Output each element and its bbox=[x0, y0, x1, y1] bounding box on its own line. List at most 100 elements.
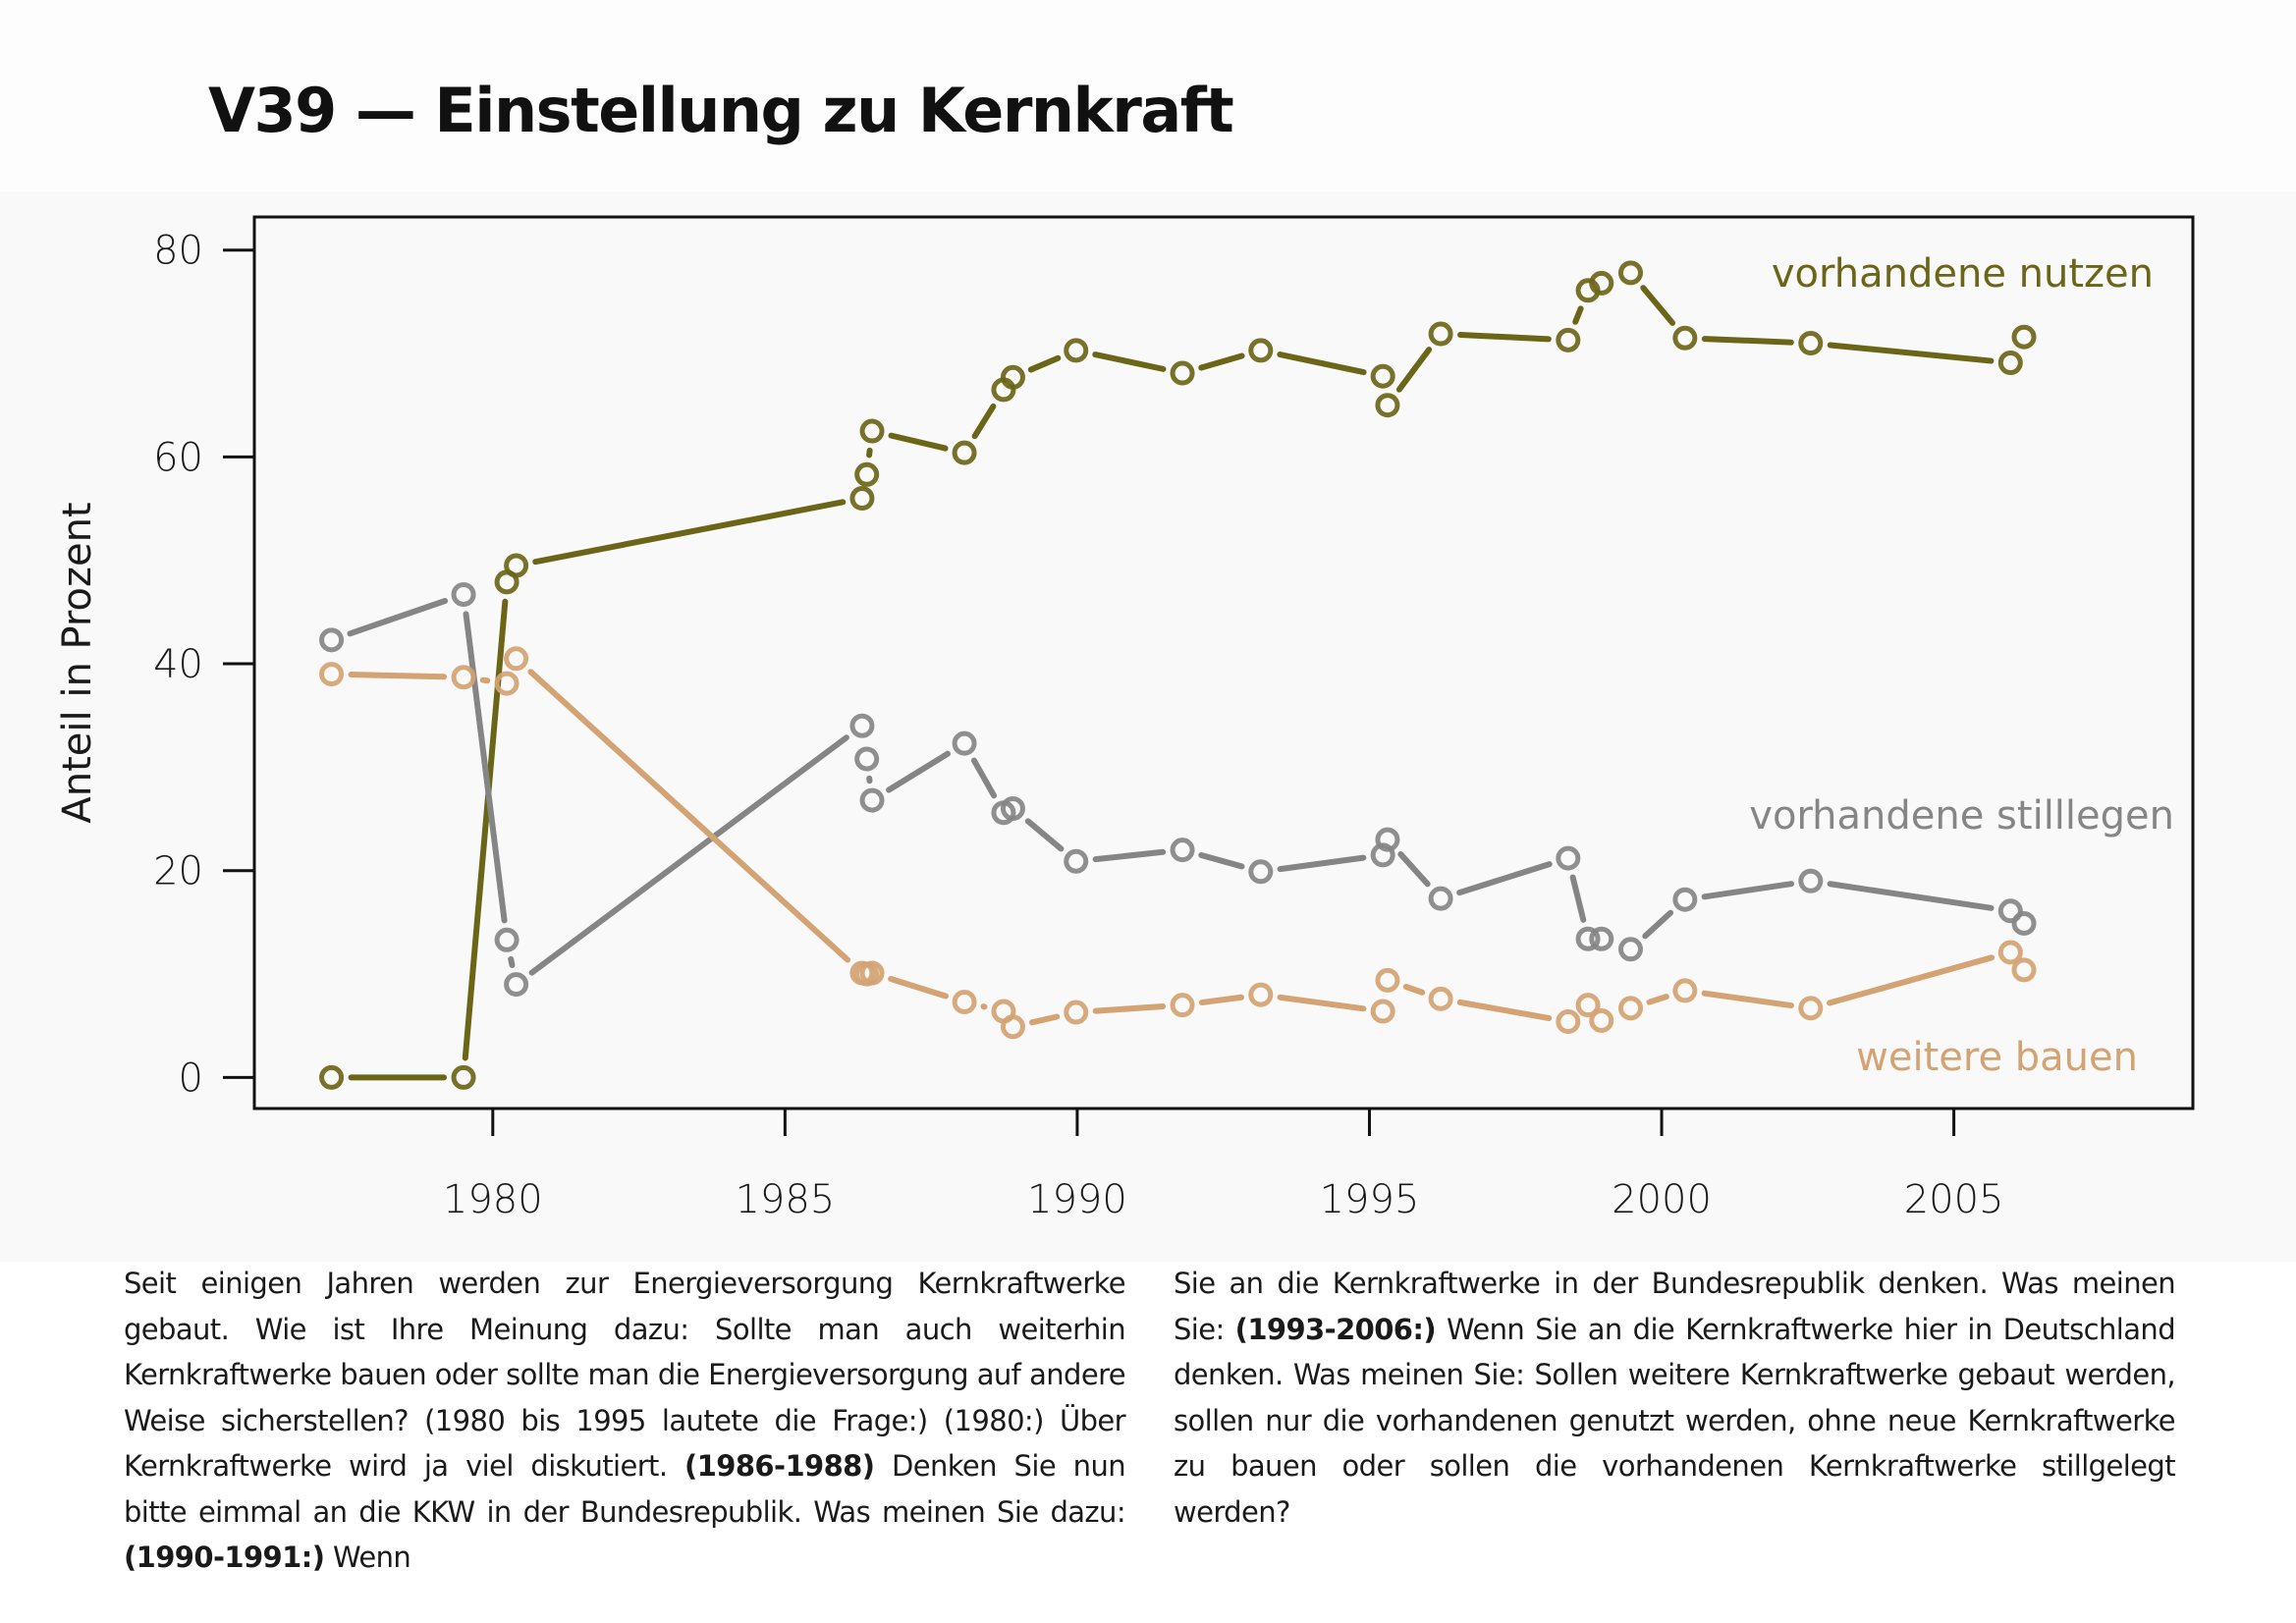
y-tick-label: 20 bbox=[153, 849, 203, 894]
series-segment bbox=[1277, 854, 1367, 873]
data-point bbox=[1556, 845, 1581, 871]
series-segment bbox=[1027, 354, 1062, 373]
series-segment bbox=[1092, 352, 1167, 372]
legend-label-vorhandene-stilllegen: vorhandene stilllegen bbox=[1749, 793, 2174, 839]
data-point bbox=[1997, 351, 2023, 376]
data-point bbox=[1589, 926, 1614, 951]
data-point bbox=[494, 927, 519, 952]
data-point bbox=[854, 746, 880, 772]
data-point bbox=[1798, 868, 1824, 893]
series-segment bbox=[886, 750, 952, 793]
series-segment bbox=[1198, 852, 1245, 870]
data-point bbox=[1672, 978, 1698, 1003]
year-range-label: (1993-2006:) bbox=[1234, 1312, 1437, 1346]
data-point bbox=[1170, 993, 1195, 1018]
data-point bbox=[1798, 996, 1824, 1021]
data-point bbox=[1617, 260, 1643, 286]
data-point bbox=[1375, 827, 1400, 852]
series-segment bbox=[1024, 818, 1065, 852]
y-tick-label: 0 bbox=[179, 1055, 203, 1101]
data-point bbox=[1370, 363, 1395, 389]
data-point bbox=[1617, 996, 1643, 1021]
series-segment bbox=[888, 432, 949, 452]
data-point bbox=[1064, 848, 1089, 874]
data-point bbox=[1672, 887, 1698, 912]
series-segment bbox=[1646, 994, 1669, 1005]
data-point bbox=[849, 713, 875, 738]
chart-band bbox=[0, 191, 2296, 1262]
series-segment bbox=[508, 955, 516, 969]
series-segment bbox=[1457, 332, 1552, 343]
series-segment bbox=[1827, 342, 1995, 364]
year-range-label: (1990-1991:) bbox=[124, 1541, 325, 1574]
data-point bbox=[1375, 393, 1400, 418]
series-segment bbox=[1827, 881, 1995, 911]
data-point bbox=[1617, 937, 1643, 962]
data-point bbox=[1575, 926, 1601, 951]
data-point bbox=[1428, 986, 1453, 1011]
data-point bbox=[2011, 910, 2037, 936]
x-tick-label: 1995 bbox=[1320, 1177, 1420, 1222]
question-text-fragment: Denken Sie nun bitte eimmal an die KKW i… bbox=[124, 1449, 1126, 1529]
series-segment bbox=[1701, 881, 1795, 900]
header-band bbox=[0, 0, 2296, 191]
data-point bbox=[1556, 1009, 1581, 1035]
data-point bbox=[1997, 940, 2023, 965]
year-range-label: (1986-1988) bbox=[684, 1449, 875, 1483]
legend-label-vorhandene-nutzen: vorhandene nutzen bbox=[1772, 251, 2154, 297]
data-point bbox=[1248, 859, 1274, 885]
series-segment bbox=[532, 499, 847, 566]
series-segment bbox=[528, 734, 849, 976]
series-weitere-bauen bbox=[319, 646, 2037, 1040]
data-point bbox=[1575, 993, 1601, 1018]
data-point bbox=[1428, 321, 1453, 347]
y-tick-label: 80 bbox=[153, 229, 203, 274]
data-point bbox=[319, 1064, 345, 1090]
series-segment bbox=[970, 757, 998, 799]
data-point bbox=[859, 960, 885, 986]
data-point bbox=[451, 1064, 476, 1090]
data-point bbox=[1248, 338, 1274, 363]
data-point bbox=[1375, 967, 1400, 993]
data-point bbox=[1997, 898, 2023, 924]
series-segment bbox=[1092, 848, 1167, 863]
series-segment bbox=[1397, 850, 1431, 888]
question-text-left: Seit einigen Jahren werden zur Energieve… bbox=[124, 1261, 1126, 1581]
axes: 0 20 40 60 80 1980 1985 1990 1995 2000 2005 Anteil … bbox=[55, 215, 2195, 1222]
series-segment bbox=[1395, 347, 1433, 393]
series-segment bbox=[1701, 990, 1794, 1009]
data-point bbox=[952, 440, 977, 465]
series-segment bbox=[347, 597, 449, 637]
data-point bbox=[854, 461, 880, 487]
y-tick-label: 40 bbox=[153, 642, 203, 687]
series-segment bbox=[1456, 999, 1553, 1022]
series-segment bbox=[479, 676, 491, 684]
series-segment bbox=[1827, 954, 1995, 1006]
legend-label-weitere-bauen: weitere bauen bbox=[1856, 1035, 2138, 1080]
data-point bbox=[1370, 999, 1395, 1024]
data-point bbox=[849, 486, 875, 512]
data-point bbox=[859, 787, 885, 813]
series-segment bbox=[1640, 285, 1676, 326]
data-point bbox=[1064, 338, 1089, 363]
series-segment bbox=[1198, 994, 1244, 1006]
x-tick-label: 2005 bbox=[1904, 1177, 2004, 1222]
data-point bbox=[1170, 360, 1195, 386]
data-point bbox=[2011, 957, 2037, 983]
data-point bbox=[1000, 796, 1025, 822]
data-point bbox=[1064, 1000, 1089, 1025]
x-tick-label: 1990 bbox=[1027, 1177, 1127, 1222]
y-tick-label: 60 bbox=[153, 435, 203, 480]
data-point bbox=[952, 990, 977, 1015]
data-point bbox=[451, 665, 476, 690]
data-point bbox=[319, 662, 345, 687]
series-segment bbox=[1277, 352, 1367, 376]
series-segment bbox=[1402, 983, 1426, 996]
line-chart: 0 20 40 60 80 1980 1985 1990 1995 2000 2005 Anteil … bbox=[55, 215, 2195, 1222]
series-segment bbox=[1642, 909, 1674, 940]
data-point bbox=[859, 418, 885, 444]
data-point bbox=[1000, 1014, 1025, 1040]
data-point bbox=[451, 581, 476, 607]
series-segment bbox=[1456, 861, 1553, 896]
series-segment bbox=[888, 975, 949, 1000]
